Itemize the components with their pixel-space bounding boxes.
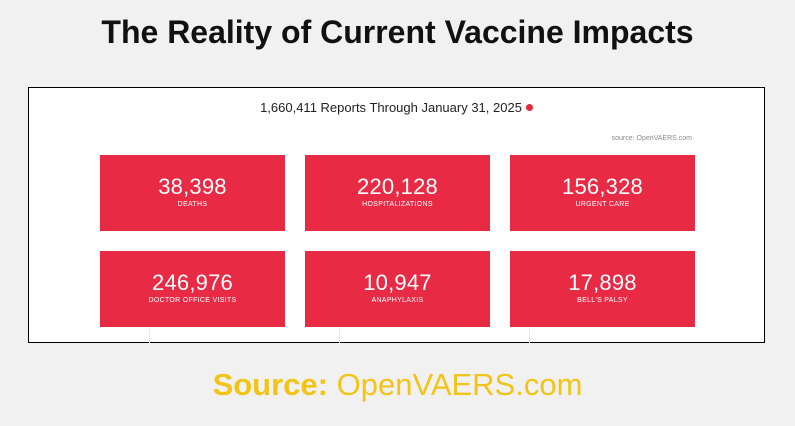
reports-summary-text: 1,660,411 Reports Through January 31, 20… [260,100,522,115]
tile-value: 10,947 [363,270,432,295]
tile-label: URGENT CARE [575,201,630,208]
tile-value: 156,328 [562,174,643,199]
tile-bells-palsy: 17,898 BELL'S PALSY [510,251,695,327]
tile-value: 246,976 [152,270,233,295]
footer-source-label: Source: [212,367,328,402]
footer-source-value: OpenVAERS.com [336,367,583,402]
tile-value: 38,398 [158,174,227,199]
tile-value: 220,128 [357,174,438,199]
tile-urgent-care: 156,328 URGENT CARE [510,155,695,231]
info-icon[interactable] [525,104,533,112]
tile-label: DOCTOR OFFICE VISITS [148,297,237,304]
divider [339,329,340,343]
tile-doctor-office-visits: 246,976 DOCTOR OFFICE VISITS [100,251,285,327]
tile-label: DEATHS [177,201,208,208]
tile-label: ANAPHYLAXIS [371,297,424,304]
reports-summary: 1,660,411 Reports Through January 31, 20… [29,100,764,115]
tile-hospitalizations: 220,128 HOSPITALIZATIONS [305,155,490,231]
tile-value: 17,898 [568,270,637,295]
tile-deaths: 38,398 DEATHS [100,155,285,231]
source-note: source: OpenVAERS.com [611,135,692,142]
tile-anaphylaxis: 10,947 ANAPHYLAXIS [305,251,490,327]
divider [149,329,150,343]
page-title: The Reality of Current Vaccine Impacts [101,14,694,50]
stats-panel: 1,660,411 Reports Through January 31, 20… [28,87,765,343]
tile-label: BELL'S PALSY [577,297,628,304]
footer-source: Source: OpenVAERS.com [0,367,795,403]
tile-label: HOSPITALIZATIONS [362,201,433,208]
divider [529,329,530,343]
